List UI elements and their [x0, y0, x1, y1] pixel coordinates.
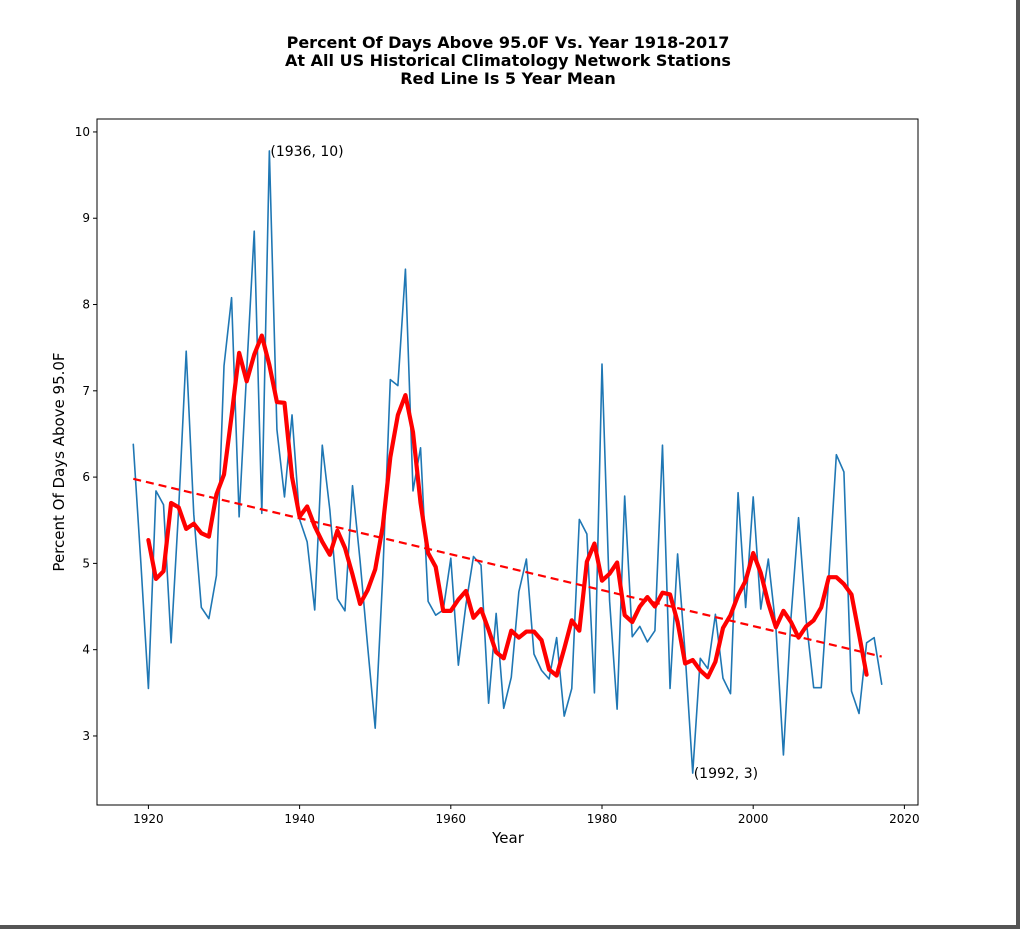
- series-line-annual: [132, 150, 883, 774]
- chart-title-line-3: Red Line Is 5 Year Mean: [400, 69, 616, 88]
- y-tick-label: 8: [82, 298, 90, 312]
- y-tick-label: 4: [82, 643, 90, 657]
- y-axis-ticks: 3 4 5 6 7 8 9 10: [75, 125, 97, 743]
- trend-line: [133, 477, 882, 658]
- x-tick-label: 2020: [889, 812, 920, 826]
- y-tick-label: 10: [75, 125, 90, 139]
- annotation-layer: (1936, 10) (1992, 3): [270, 144, 758, 782]
- x-tick-label: 2000: [738, 812, 769, 826]
- annotation-label: (1992, 3): [694, 766, 758, 782]
- annotation-label: (1936, 10): [270, 144, 343, 160]
- series-line-5-year-mean: [146, 333, 869, 680]
- x-tick-label: 1980: [587, 812, 618, 826]
- y-tick-label: 5: [82, 556, 90, 570]
- y-tick-label: 3: [82, 729, 90, 743]
- chart-title-line-2: At All US Historical Climatology Network…: [285, 51, 731, 70]
- series-layer: [132, 150, 883, 774]
- x-tick-label: 1960: [436, 812, 467, 826]
- x-tick-label: 1940: [284, 812, 315, 826]
- x-axis-ticks: 1920 1940 1960 1980 2000 2020: [133, 805, 920, 826]
- chart-title-line-1: Percent Of Days Above 95.0F Vs. Year 191…: [287, 33, 730, 52]
- x-tick-label: 1920: [133, 812, 164, 826]
- x-axis-label: Year: [491, 829, 525, 847]
- y-tick-label: 6: [82, 470, 90, 484]
- y-tick-label: 9: [82, 211, 90, 225]
- plot-frame: [96, 118, 919, 806]
- y-axis-label: Percent Of Days Above 95.0F: [50, 352, 68, 571]
- y-tick-label: 7: [82, 384, 90, 398]
